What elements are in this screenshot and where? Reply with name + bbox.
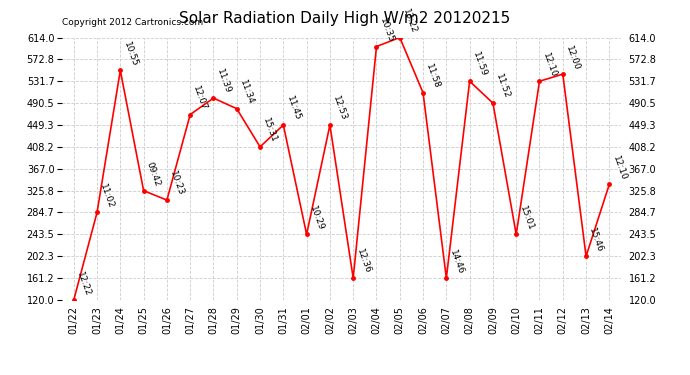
Text: 15:46: 15:46 <box>587 226 604 254</box>
Text: 09:42: 09:42 <box>145 161 162 188</box>
Text: 11:52: 11:52 <box>494 73 511 100</box>
Text: 10:23: 10:23 <box>168 170 186 197</box>
Text: 12:00: 12:00 <box>564 44 582 71</box>
Text: 11:39: 11:39 <box>215 68 232 95</box>
Text: 12:53: 12:53 <box>331 95 348 122</box>
Text: 12:22: 12:22 <box>75 270 92 297</box>
Text: 15:31: 15:31 <box>262 117 279 144</box>
Text: 11:02: 11:02 <box>99 182 116 210</box>
Text: 12:10: 12:10 <box>541 51 558 78</box>
Text: 12:10: 12:10 <box>611 154 628 182</box>
Text: 11:58: 11:58 <box>424 63 442 90</box>
Text: 14:46: 14:46 <box>448 248 465 275</box>
Text: 10:35: 10:35 <box>378 16 395 44</box>
Text: Solar Radiation Daily High W/m2 20120215: Solar Radiation Daily High W/m2 20120215 <box>179 11 511 26</box>
Text: 10:29: 10:29 <box>308 204 325 232</box>
Text: 12:07: 12:07 <box>192 84 209 112</box>
Text: 12:36: 12:36 <box>355 248 372 275</box>
Text: 11:45: 11:45 <box>285 95 302 122</box>
Text: 15:01: 15:01 <box>518 204 535 232</box>
Text: 11:34: 11:34 <box>238 79 255 106</box>
Text: 13:22: 13:22 <box>401 8 418 35</box>
Text: 11:59: 11:59 <box>471 51 489 78</box>
Text: Copyright 2012 Cartronics.com: Copyright 2012 Cartronics.com <box>62 18 204 27</box>
Text: 10:55: 10:55 <box>121 40 139 68</box>
